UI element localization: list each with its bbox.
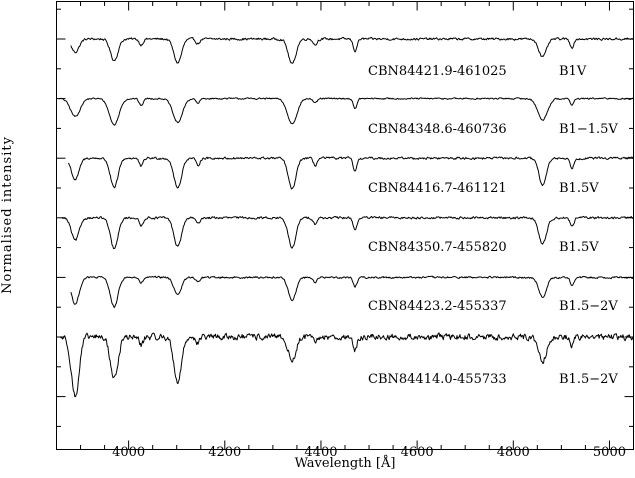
- spectrum-line: [61, 215, 634, 250]
- x-tick-label: 4000: [112, 445, 145, 460]
- spectral-type-label: B1−1.5V: [559, 122, 618, 137]
- x-tick-label: 4600: [401, 445, 434, 460]
- spectrum-line: [70, 275, 634, 309]
- spectrum-line: [68, 156, 634, 190]
- spectrum-line: [58, 97, 634, 126]
- spectral-type-label: B1.5V: [559, 240, 599, 255]
- series-name-label: CBN84414.0-455733: [368, 372, 507, 387]
- series-name-label: CBN84416.7-461121: [368, 181, 507, 196]
- series-name-label: CBN84348.6-460736: [368, 122, 507, 137]
- series-name-label: CBN84423.2-455337: [368, 299, 507, 314]
- plot-frame: [56, 1, 634, 450]
- spectral-type-label: B1.5−2V: [559, 372, 618, 387]
- x-tick-label: 4800: [497, 445, 530, 460]
- spectral-type-label: B1.5V: [559, 181, 599, 196]
- series-name-label: CBN84421.9-461025: [368, 64, 507, 79]
- x-tick-label: 4400: [304, 445, 337, 460]
- spectral-type-label: B1V: [559, 64, 587, 79]
- x-axis-label: Wavelength [Å]: [295, 455, 396, 471]
- x-tick-label: 5000: [593, 445, 626, 460]
- series-name-label: CBN84350.7-455820: [368, 240, 507, 255]
- x-tick-label: 4200: [208, 445, 241, 460]
- y-axis-label: Normalised intensity: [0, 136, 15, 294]
- spectrum-line: [70, 36, 634, 64]
- spectral-type-label: B1.5−2V: [559, 299, 618, 314]
- axis-ticks: 4000 4200 4400 4600 4800 5000: [56, 1, 634, 460]
- spectrum-line: [59, 332, 634, 398]
- spectra-series: [58, 36, 634, 398]
- series-labels: CBN84421.9-461025 B1V CBN84348.6-460736 B1−…: [368, 64, 618, 387]
